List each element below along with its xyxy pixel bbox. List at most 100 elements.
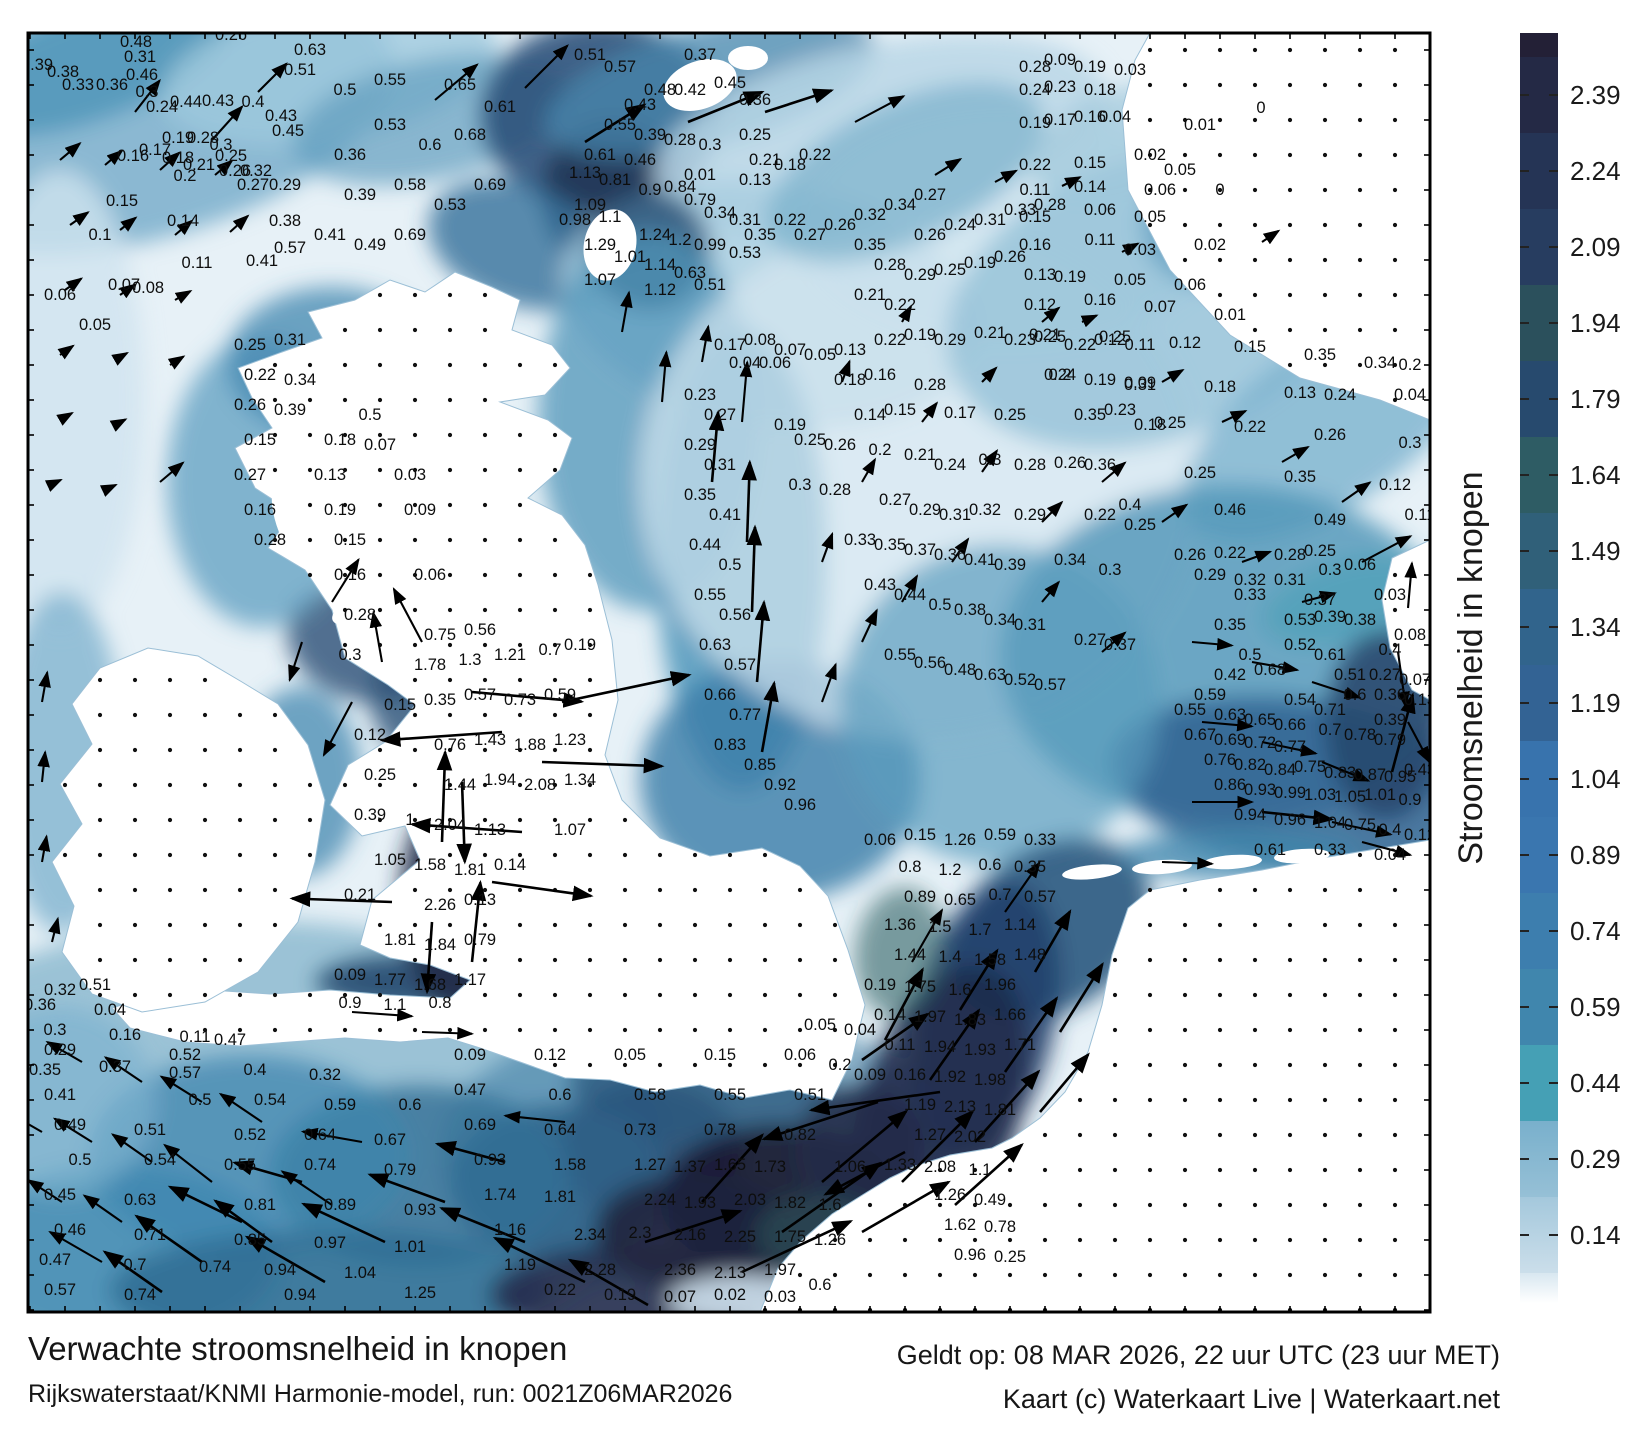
svg-text:0.64: 0.64 xyxy=(544,1121,576,1139)
svg-text:1.58: 1.58 xyxy=(554,1156,586,1174)
svg-text:0.6: 0.6 xyxy=(809,1276,832,1294)
svg-text:1.4: 1.4 xyxy=(939,948,962,966)
svg-text:0.85: 0.85 xyxy=(234,1231,266,1249)
svg-text:0.02: 0.02 xyxy=(1194,236,1226,254)
svg-text:0.2: 0.2 xyxy=(1399,356,1422,374)
colorbar-tick-label: 0.74 xyxy=(1570,916,1621,946)
svg-text:0.09: 0.09 xyxy=(1124,374,1156,392)
svg-text:0.25: 0.25 xyxy=(739,126,771,144)
svg-text:0.29: 0.29 xyxy=(1014,506,1046,524)
svg-text:0.95: 0.95 xyxy=(1384,768,1416,786)
svg-text:0.73: 0.73 xyxy=(624,1121,656,1139)
svg-text:0.79: 0.79 xyxy=(1374,731,1406,749)
svg-text:0.22: 0.22 xyxy=(544,1281,576,1299)
svg-text:0.51: 0.51 xyxy=(134,1121,166,1139)
svg-text:1.62: 1.62 xyxy=(944,1216,976,1234)
svg-text:0.12: 0.12 xyxy=(354,726,386,744)
svg-text:0.74: 0.74 xyxy=(199,1258,231,1276)
svg-text:0.5: 0.5 xyxy=(359,406,382,424)
svg-text:0.19: 0.19 xyxy=(564,636,596,654)
svg-text:0.6: 0.6 xyxy=(399,1096,422,1114)
svg-text:1.33: 1.33 xyxy=(884,1156,916,1174)
svg-text:0.28: 0.28 xyxy=(1014,456,1046,474)
svg-text:1.09: 1.09 xyxy=(574,196,606,214)
svg-text:0.52: 0.52 xyxy=(1004,671,1036,689)
svg-text:0.25: 0.25 xyxy=(1099,328,1131,346)
svg-text:0.15: 0.15 xyxy=(1019,208,1051,226)
svg-text:0.25: 0.25 xyxy=(1154,414,1186,432)
svg-text:0.77: 0.77 xyxy=(1274,738,1306,756)
svg-text:0.86: 0.86 xyxy=(1214,776,1246,794)
svg-text:0.34: 0.34 xyxy=(1054,551,1086,569)
svg-text:0.31: 0.31 xyxy=(729,211,761,229)
svg-text:0.09: 0.09 xyxy=(404,501,436,519)
svg-text:0.48: 0.48 xyxy=(644,81,676,99)
svg-text:0.03: 0.03 xyxy=(394,466,426,484)
svg-text:0.18: 0.18 xyxy=(162,149,194,167)
svg-text:1.1: 1.1 xyxy=(384,996,407,1014)
svg-text:0.11: 0.11 xyxy=(182,254,213,272)
svg-text:0.36: 0.36 xyxy=(334,146,366,164)
svg-text:0.27: 0.27 xyxy=(879,491,911,509)
svg-text:1.92: 1.92 xyxy=(934,1068,966,1086)
svg-text:0.66: 0.66 xyxy=(1274,716,1306,734)
svg-text:1.1: 1.1 xyxy=(599,208,622,226)
svg-text:0.36: 0.36 xyxy=(739,91,771,109)
svg-text:0.55: 0.55 xyxy=(714,1086,746,1104)
map-title: Verwachte stroomsnelheid in knopen xyxy=(28,1330,568,1367)
svg-text:0.07: 0.07 xyxy=(1144,298,1176,316)
svg-text:0.06: 0.06 xyxy=(44,286,76,304)
svg-text:0.26: 0.26 xyxy=(824,436,856,454)
svg-text:0.39: 0.39 xyxy=(21,56,53,74)
svg-text:0.58: 0.58 xyxy=(634,1086,666,1104)
svg-text:0.93: 0.93 xyxy=(404,1201,436,1219)
svg-text:0.25: 0.25 xyxy=(934,261,966,279)
svg-text:0.53: 0.53 xyxy=(374,116,406,134)
svg-text:1.06: 1.06 xyxy=(834,1158,866,1176)
svg-text:0.3: 0.3 xyxy=(789,476,812,494)
svg-text:0.35: 0.35 xyxy=(1014,858,1046,876)
landmass-denmark-coast xyxy=(1381,539,1430,701)
svg-text:0.51: 0.51 xyxy=(694,276,726,294)
svg-text:0.55: 0.55 xyxy=(694,586,726,604)
svg-text:0.84: 0.84 xyxy=(1264,761,1296,779)
svg-text:0.24: 0.24 xyxy=(1324,386,1356,404)
svg-text:0.54: 0.54 xyxy=(144,1151,176,1169)
svg-text:0.39: 0.39 xyxy=(1374,711,1406,729)
svg-text:0.35: 0.35 xyxy=(874,536,906,554)
svg-text:1.14: 1.14 xyxy=(1004,916,1036,934)
svg-text:2.36: 2.36 xyxy=(664,1261,696,1279)
svg-text:0.19: 0.19 xyxy=(1019,114,1051,132)
svg-text:1.96: 1.96 xyxy=(984,976,1016,994)
svg-text:0.28: 0.28 xyxy=(1019,58,1051,76)
svg-text:0.11: 0.11 xyxy=(1405,506,1436,524)
svg-text:1.78: 1.78 xyxy=(414,656,446,674)
svg-text:0.35: 0.35 xyxy=(1304,346,1336,364)
svg-text:0.78: 0.78 xyxy=(984,1218,1016,1236)
svg-text:0.28: 0.28 xyxy=(187,129,219,147)
svg-text:1.04: 1.04 xyxy=(1314,814,1346,832)
svg-text:0.05: 0.05 xyxy=(1164,161,1196,179)
svg-text:0.51: 0.51 xyxy=(794,1086,826,1104)
svg-text:1.01: 1.01 xyxy=(394,1238,426,1256)
svg-text:0.29: 0.29 xyxy=(934,331,966,349)
svg-text:0.02: 0.02 xyxy=(1134,146,1166,164)
colorbar-tick-label: 1.79 xyxy=(1570,384,1621,414)
svg-text:0.31: 0.31 xyxy=(939,506,971,524)
svg-text:0.39: 0.39 xyxy=(344,186,376,204)
svg-text:0.82: 0.82 xyxy=(1234,756,1266,774)
svg-text:0.41: 0.41 xyxy=(314,226,346,244)
svg-text:0.28: 0.28 xyxy=(914,376,946,394)
svg-text:0.39: 0.39 xyxy=(634,126,666,144)
svg-text:0.56: 0.56 xyxy=(464,621,496,639)
svg-text:1.13: 1.13 xyxy=(569,164,601,182)
svg-text:1.84: 1.84 xyxy=(424,936,456,954)
svg-text:0.65: 0.65 xyxy=(444,76,476,94)
svg-text:0.03: 0.03 xyxy=(1124,241,1156,259)
svg-text:1.81: 1.81 xyxy=(454,861,486,879)
svg-text:1.05: 1.05 xyxy=(1334,788,1366,806)
svg-text:0.05: 0.05 xyxy=(1114,271,1146,289)
svg-text:0.3: 0.3 xyxy=(210,136,233,154)
svg-text:0.16: 0.16 xyxy=(244,501,276,519)
svg-text:0.93: 0.93 xyxy=(474,1151,506,1169)
